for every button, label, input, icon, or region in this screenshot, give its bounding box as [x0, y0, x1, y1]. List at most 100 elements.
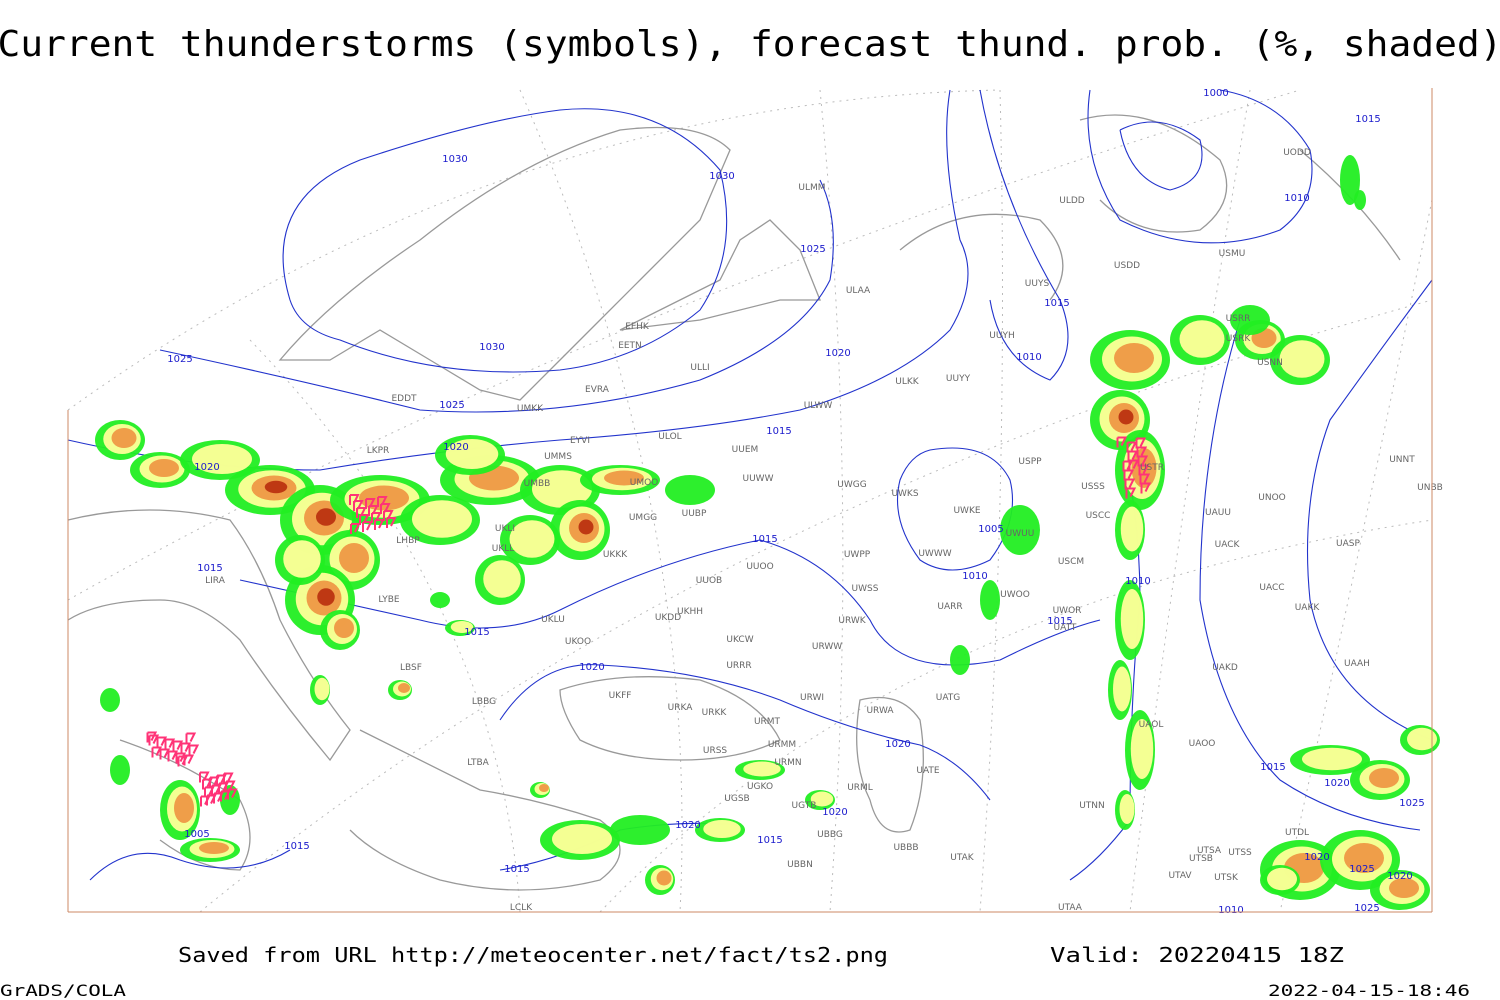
station-label: UWGG [837, 480, 866, 490]
station-label: UAUU [1205, 508, 1231, 518]
station-label: EFHK [625, 322, 650, 332]
station-label: LBSF [400, 663, 422, 673]
shading-cell [314, 677, 330, 701]
shading-cell [509, 520, 555, 558]
shading-cell [1369, 768, 1399, 788]
isobar-label: 1015 [766, 426, 791, 437]
shading-cell [264, 480, 288, 494]
map-labels: 1030 1030 1025 1030 1025 1025 1020 1015 1010 1015… [167, 88, 1443, 916]
isobar-label: 1020 [1304, 852, 1329, 863]
shading-cell [539, 784, 549, 792]
shading-cell [149, 459, 179, 477]
shading-cell [810, 791, 834, 807]
shading-cell [483, 560, 521, 598]
station-label: UAOO [1189, 739, 1216, 749]
shading-cell [1130, 719, 1154, 779]
station-label: LTBA [467, 758, 489, 768]
shading-cell [316, 508, 336, 526]
thunderstorm-symbol [148, 734, 160, 746]
isobar-label: 1015 [464, 627, 489, 638]
station-label: LIRA [205, 576, 226, 586]
station-label: UAKD [1212, 663, 1238, 673]
station-label: UTSK [1214, 873, 1239, 883]
station-label: USMU [1219, 249, 1246, 259]
station-label: UMKK [517, 404, 544, 414]
thunderstorm-symbol [362, 521, 373, 532]
shading-cell [1267, 867, 1297, 891]
station-label: UUWW [743, 474, 774, 484]
thunderstorm-symbol [1135, 437, 1147, 449]
station-label: UACC [1259, 583, 1284, 593]
station-label: UUYH [989, 331, 1014, 341]
shading-cell [950, 645, 970, 675]
station-label: UWPP [844, 550, 871, 560]
thunderstorm-symbol [1139, 473, 1151, 485]
station-label: ULMM [798, 183, 825, 193]
station-label: LCLK [510, 903, 533, 913]
station-label: UKCW [726, 635, 753, 645]
station-label: UUOB [696, 576, 722, 586]
station-label: UTDL [1285, 828, 1309, 838]
source-url: Saved from URL http://meteocenter.net/fa… [178, 943, 888, 967]
shading-cell [656, 870, 672, 886]
station-label: UODD [1283, 148, 1311, 158]
station-label: ULKK [895, 377, 920, 387]
station-label: LHBP [396, 536, 420, 546]
station-label: UKLU [541, 615, 565, 625]
shading-cell [552, 824, 612, 854]
isobar-label: 1015 [1355, 114, 1380, 125]
shading-cell [334, 618, 354, 638]
station-label: UMBB [524, 479, 551, 489]
thunderstorm-symbol [200, 795, 211, 807]
station-label: UKLI [495, 524, 515, 534]
station-label: UKFF [609, 691, 632, 701]
thunderstorm-symbol [146, 731, 158, 743]
shading-cell [743, 761, 781, 777]
shading-cell [412, 500, 472, 538]
station-label: URMT [754, 717, 781, 727]
station-label: ULOL [658, 432, 681, 442]
station-label: UKOO [565, 637, 591, 647]
shading-cell [1000, 505, 1040, 555]
isobar-label: 1010 [1125, 576, 1150, 587]
isobar-label: 1015 [757, 835, 782, 846]
isobar-label: 1015 [504, 864, 529, 875]
isobar-label: 1020 [675, 820, 700, 831]
isobar-label: 1005 [184, 829, 209, 840]
thunderstorm-symbol [172, 740, 184, 752]
station-label: UTSA [1197, 846, 1222, 856]
station-label: UATE [916, 766, 940, 776]
station-label: UGSB [724, 794, 749, 804]
thunderstorm-symbol [386, 517, 397, 528]
thunderstorm-symbol [374, 519, 385, 530]
station-label: URKK [702, 708, 728, 718]
shading-cell [1114, 343, 1154, 373]
shading-cell [445, 439, 499, 469]
thunderstorm-symbol [199, 771, 210, 783]
station-label: EYVI [570, 436, 590, 446]
station-label: UNBB [1417, 483, 1443, 493]
station-label: USTR [1140, 463, 1164, 473]
software-credit: GrADS/COLA [0, 981, 126, 1000]
shading-cell [703, 820, 741, 838]
shading-cell [1344, 843, 1384, 873]
thunderstorm-symbol [151, 746, 163, 758]
shading-cell [1302, 747, 1362, 771]
station-label: ULWW [804, 401, 833, 411]
shading-cell [665, 475, 715, 505]
shading-cell [1113, 666, 1131, 712]
thunderstorm-symbol [1123, 469, 1135, 481]
station-label: ULDD [1059, 196, 1085, 206]
thunderstorm-symbol [223, 772, 234, 784]
station-label: UKLL [492, 544, 515, 554]
isobar-label: 1020 [579, 662, 604, 673]
isobar-label: 1020 [885, 739, 910, 750]
station-label: USDD [1114, 261, 1140, 271]
isobar-label: 1000 [1203, 88, 1228, 99]
station-label: UARR [937, 602, 962, 612]
isobar-label: 1015 [752, 534, 777, 545]
isobar-label: 1015 [284, 841, 309, 852]
station-label: UWUU [1006, 529, 1035, 539]
isobar-label: 1010 [1218, 905, 1243, 916]
shading-cell [980, 580, 1000, 620]
